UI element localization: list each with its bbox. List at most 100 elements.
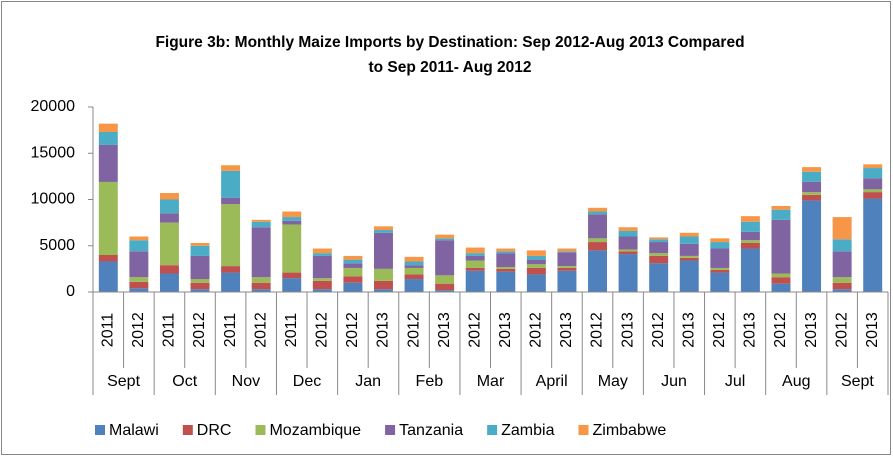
bar-segment	[588, 211, 607, 215]
bar-segment	[282, 278, 302, 292]
x-tick-label: 2013	[375, 312, 392, 348]
bar-segment	[282, 220, 302, 225]
y-tick-label: 5000	[39, 237, 75, 254]
bar-segment	[526, 255, 546, 260]
legend-swatch	[95, 425, 105, 435]
bar-segment	[374, 280, 393, 290]
bar-segment	[159, 222, 179, 266]
bar-segment	[129, 236, 149, 241]
bar-segment	[679, 257, 699, 261]
bar-segment	[435, 240, 455, 276]
bar-segment	[496, 253, 516, 268]
group-label: Jan	[355, 373, 381, 390]
bar-segment	[557, 248, 577, 252]
x-tick-label: 2012	[589, 312, 606, 348]
group-label: Aug	[782, 373, 810, 390]
bar-segment	[251, 289, 271, 292]
bar-segment	[802, 181, 822, 193]
bar-segment	[282, 211, 302, 218]
bar-segment	[465, 260, 485, 268]
bar-segment	[404, 265, 424, 268]
bar-segment	[496, 248, 516, 252]
x-tick-label: 2012	[314, 312, 331, 348]
bar-segment	[159, 193, 179, 200]
bar-segment	[221, 165, 241, 171]
group-label: Sept	[841, 373, 874, 390]
legend-label: DRC	[197, 422, 232, 439]
bar-segment	[679, 255, 699, 258]
bar-segment	[221, 204, 241, 267]
legend-label: Zimbabwe	[592, 422, 666, 439]
x-tick-label: 2012	[466, 312, 483, 348]
bar-segment	[649, 242, 669, 254]
bar-segment	[649, 263, 669, 292]
bar-segment	[190, 289, 210, 292]
x-tick-label: 2012	[252, 312, 269, 348]
bar-segment	[526, 264, 546, 268]
bar-segment	[740, 221, 760, 232]
bar-segment	[802, 171, 822, 182]
x-tick-label: 2013	[680, 312, 697, 348]
x-tick-label: 2012	[405, 312, 422, 348]
x-tick-label: 2013	[558, 312, 575, 348]
bar-segment	[771, 205, 791, 210]
bar-segment	[557, 267, 577, 271]
bar-segment	[496, 267, 516, 269]
bar-segment	[557, 252, 577, 267]
bar-segment	[740, 248, 760, 292]
bar-segment	[740, 231, 760, 241]
bar-segment	[557, 270, 577, 292]
group-label: Nov	[232, 373, 260, 390]
bar-segment	[771, 283, 791, 292]
legend-label: Zambia	[501, 422, 554, 439]
bar-segment	[129, 281, 149, 289]
bar-segment	[557, 266, 577, 268]
bar-segment	[374, 232, 393, 269]
bar-segment	[312, 253, 332, 256]
bar-segment	[588, 242, 607, 251]
bar-segment	[618, 230, 638, 237]
x-tick-label: 2013	[803, 312, 820, 348]
bar-segment	[710, 269, 730, 273]
bar-segment	[618, 249, 638, 252]
bar-segment	[526, 259, 546, 265]
bar-segment	[863, 164, 883, 169]
bar-segment	[98, 261, 118, 292]
bar-segment	[190, 242, 210, 246]
bar-segment	[98, 123, 118, 132]
bar-segment	[98, 144, 118, 182]
bar-segment	[435, 234, 455, 239]
legend-swatch	[182, 425, 193, 435]
x-tick-label: 2011	[283, 313, 300, 348]
legend-swatch	[487, 425, 498, 435]
x-tick-label: 2013	[497, 312, 514, 348]
bar-segment	[221, 197, 241, 205]
bar-segment	[649, 253, 669, 256]
x-tick-label: 2012	[833, 312, 850, 348]
x-tick-label: 2012	[191, 312, 208, 348]
bar-segment	[618, 251, 638, 255]
x-tick-label: 2012	[711, 312, 728, 348]
group-label: Feb	[416, 373, 444, 390]
bar-segment	[649, 255, 669, 264]
bar-segment	[404, 279, 424, 292]
x-tick-label: 2012	[650, 312, 667, 348]
bar-segment	[679, 232, 699, 237]
bar-segment	[374, 226, 393, 231]
bar-segment	[496, 268, 516, 272]
bar-segment	[221, 266, 241, 273]
y-tick-label: 10000	[31, 191, 76, 208]
bar-segment	[190, 282, 210, 290]
bar-segment	[129, 251, 149, 278]
bar-segment	[282, 217, 302, 221]
bar-segment	[588, 250, 607, 292]
chart-title: Figure 3b: Monthly Maize Imports by Dest…	[155, 34, 745, 76]
bar-segment	[159, 199, 179, 214]
y-tick-label: 0	[66, 283, 75, 300]
y-tick-label: 15000	[31, 144, 76, 161]
bar-segment	[435, 238, 455, 241]
bar-segment	[771, 273, 791, 278]
bar-segment	[863, 178, 883, 190]
